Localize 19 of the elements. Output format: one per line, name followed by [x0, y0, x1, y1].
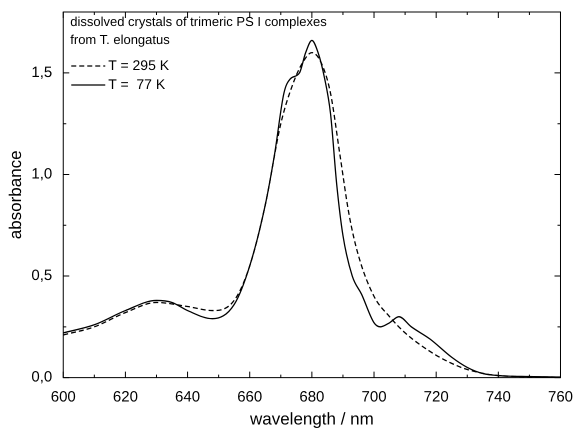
- y-tick-label: 0,0: [31, 368, 52, 386]
- x-tick-label: 760: [548, 388, 573, 406]
- annotation: from T. elongatus: [70, 32, 170, 48]
- x-tick-label: 600: [50, 388, 76, 406]
- x-tick-label: 620: [112, 388, 138, 406]
- legend-label: T = 295 K: [108, 56, 170, 73]
- x-tick-label: 720: [424, 388, 449, 406]
- x-tick-label: 740: [486, 388, 511, 406]
- x-tick-label: 700: [362, 388, 387, 406]
- x-tick-label: 660: [237, 388, 262, 406]
- x-tick-label: 680: [299, 388, 324, 406]
- x-tick-label: 640: [175, 388, 200, 406]
- y-tick-label: 0,5: [31, 267, 52, 284]
- y-axis-title: absorbance: [6, 150, 25, 240]
- annotation: dissolved crystals of trimeric PS I complexes: [70, 14, 328, 30]
- legend-label: T = 77 K: [108, 76, 166, 92]
- y-tick-label: 1,0: [31, 166, 52, 183]
- x-axis-title: wavelength / nm: [248, 409, 374, 428]
- y-tick-label: 1,5: [31, 64, 52, 82]
